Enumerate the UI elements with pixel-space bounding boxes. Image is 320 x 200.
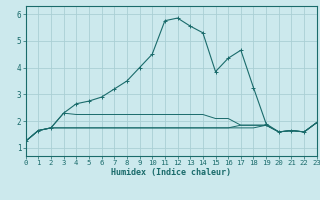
X-axis label: Humidex (Indice chaleur): Humidex (Indice chaleur) bbox=[111, 168, 231, 177]
